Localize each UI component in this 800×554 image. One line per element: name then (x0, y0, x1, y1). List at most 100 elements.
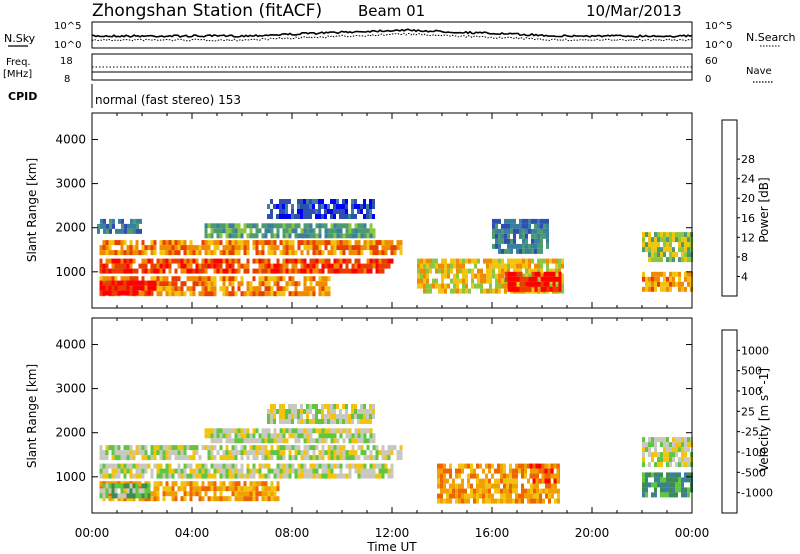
data-cell (309, 286, 313, 292)
data-cell (479, 483, 482, 489)
data-cell (168, 245, 172, 251)
data-cell (330, 473, 334, 479)
data-cell (246, 428, 250, 434)
data-cell (171, 286, 175, 292)
data-cell (315, 473, 319, 479)
data-cell (678, 462, 681, 468)
data-cell (449, 473, 452, 479)
data-cell (447, 273, 450, 279)
data-cell (255, 228, 259, 234)
data-cell (117, 450, 121, 456)
data-cell (426, 278, 429, 284)
data-cell (417, 278, 420, 284)
data-cell (133, 223, 136, 229)
data-cell (513, 228, 516, 234)
data-cell (669, 281, 672, 287)
data-cell (666, 487, 669, 493)
data-cell (345, 409, 348, 414)
data-cell (189, 240, 193, 246)
data-cell (291, 209, 294, 214)
data-cell (195, 473, 199, 479)
data-cell (297, 233, 301, 239)
data-cell (189, 473, 193, 479)
data-cell (273, 291, 277, 297)
data-cell (252, 433, 256, 439)
data-cell (312, 291, 316, 297)
data-cell (210, 223, 214, 229)
data-cell (666, 492, 669, 498)
data-cell (669, 242, 672, 248)
data-cell (297, 468, 301, 474)
data-cell (537, 263, 540, 269)
data-cell (324, 419, 327, 424)
data-cell (470, 483, 473, 489)
data-cell (528, 273, 531, 279)
data-cell (657, 462, 660, 468)
noise-search-trace (91, 32, 693, 42)
data-cell (144, 245, 148, 251)
data-cell (318, 245, 322, 251)
data-cell (513, 238, 516, 244)
data-cell (297, 438, 301, 444)
data-cell (108, 491, 112, 497)
data-cell (492, 233, 495, 239)
data-cell (231, 450, 235, 456)
data-cell (159, 263, 163, 269)
data-cell (651, 452, 654, 458)
data-cell (420, 258, 423, 264)
data-cell (201, 445, 205, 451)
data-cell (455, 493, 458, 499)
data-cell (273, 268, 277, 274)
data-cell (300, 419, 303, 424)
data-cell (222, 468, 226, 474)
data-cell (327, 233, 331, 239)
data-cell (366, 214, 369, 219)
data-cell (669, 457, 672, 463)
data-cell (429, 268, 432, 274)
data-cell (318, 473, 322, 479)
data-cell (297, 291, 301, 297)
data-cell (651, 271, 654, 277)
data-cell (663, 252, 666, 258)
data-cell (216, 438, 220, 444)
data-cell (519, 248, 522, 254)
data-cell (180, 445, 184, 451)
data-cell (162, 286, 166, 292)
data-cell (536, 468, 539, 474)
data-cell (270, 491, 274, 497)
data-cell (512, 488, 515, 494)
data-cell (306, 223, 310, 229)
data-cell (243, 450, 247, 456)
data-cell (213, 486, 217, 492)
data-cell (372, 263, 376, 269)
data-cell (135, 463, 139, 469)
data-cell (381, 468, 385, 474)
data-cell (105, 488, 109, 494)
data-cell (381, 450, 385, 456)
data-cell (276, 438, 280, 444)
data-cell (117, 445, 121, 451)
data-cell (486, 288, 489, 294)
data-cell (660, 286, 663, 292)
data-cell (537, 248, 540, 254)
data-cell (684, 492, 687, 498)
data-cell (213, 268, 217, 274)
data-cell (453, 258, 456, 264)
data-cell (198, 268, 202, 274)
data-cell (336, 404, 339, 409)
data-cell (654, 492, 657, 498)
data-cell (348, 468, 352, 474)
data-cell (315, 409, 318, 414)
data-cell (306, 214, 309, 219)
data-cell (384, 263, 388, 269)
data-cell (186, 473, 190, 479)
data-cell (210, 276, 214, 282)
data-cell (522, 286, 526, 292)
data-cell (231, 263, 235, 269)
data-cell (465, 268, 468, 274)
data-cell (678, 472, 681, 478)
data-cell (452, 478, 455, 484)
data-cell (99, 455, 103, 461)
data-cell (237, 433, 241, 439)
data-cell (150, 280, 154, 286)
